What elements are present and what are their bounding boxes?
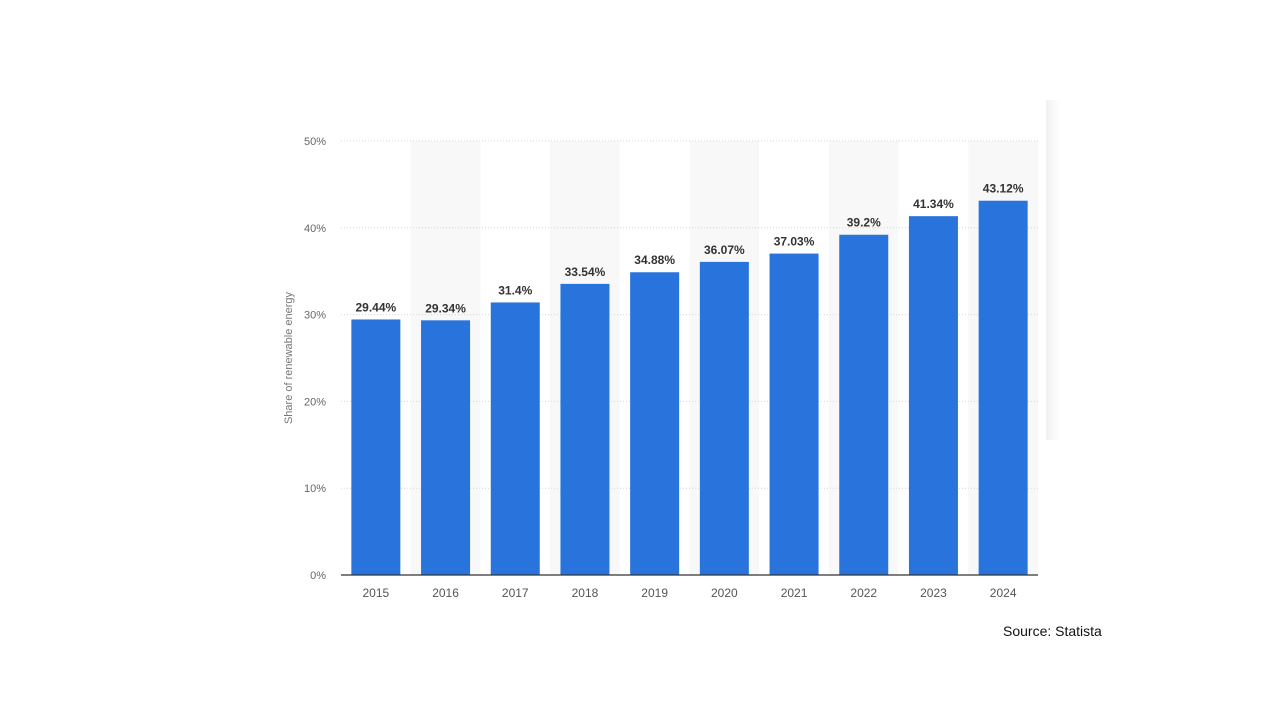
data-label: 39.2% (847, 216, 881, 230)
x-tick-label: 2022 (850, 586, 877, 600)
gridlines (341, 140, 1038, 489)
data-labels: 29.44% 29.34% 31.4% 33.54% 34.88% 36.07% 37.03… (355, 182, 1023, 316)
x-tick-label: 2015 (362, 586, 389, 600)
bar-2019 (630, 272, 680, 575)
data-label: 31.4% (498, 283, 532, 297)
data-label: 33.54% (565, 265, 606, 279)
x-tick-label: 2024 (990, 586, 1017, 600)
bars (351, 200, 1028, 576)
side-panel-shadow (1046, 100, 1060, 440)
y-tick-label: 50% (304, 136, 326, 148)
x-tick-label: 2023 (920, 586, 947, 600)
bar-2020 (699, 261, 749, 575)
x-tick-label: 2020 (711, 586, 738, 600)
bar-2016 (421, 320, 471, 575)
x-tick-label: 2017 (502, 586, 529, 600)
y-tick-label: 20% (304, 396, 326, 408)
y-tick-label: 10% (304, 483, 326, 495)
y-axis-label: Share of renewable energy (283, 291, 295, 424)
x-axis-ticks: 2015 2016 2017 2018 2019 2020 2021 2022 2023 2024 (362, 586, 1016, 600)
data-label: 43.12% (983, 182, 1024, 196)
bar-2021 (769, 253, 819, 576)
bar-2015 (351, 319, 401, 575)
x-tick-label: 2021 (781, 586, 808, 600)
data-label: 34.88% (634, 253, 675, 267)
bar-2023 (908, 216, 958, 575)
bar-2018 (560, 283, 610, 575)
y-axis-ticks: 0% 10% 20% 30% 40% 50% (304, 136, 326, 582)
bar-2022 (839, 234, 889, 575)
bar-2017 (490, 302, 540, 575)
x-tick-label: 2018 (572, 586, 599, 600)
y-tick-label: 30% (304, 310, 326, 322)
x-tick-label: 2019 (641, 586, 668, 600)
data-label: 36.07% (704, 243, 745, 257)
data-label: 37.03% (774, 235, 815, 249)
bar-2024 (978, 200, 1028, 576)
x-tick-label: 2016 (432, 586, 459, 600)
data-label: 41.34% (913, 197, 954, 211)
data-label: 29.34% (425, 301, 466, 315)
y-tick-label: 0% (310, 570, 326, 582)
y-tick-label: 40% (304, 223, 326, 235)
source-note: Source: Statista (1003, 623, 1102, 639)
data-label: 29.44% (355, 300, 396, 314)
